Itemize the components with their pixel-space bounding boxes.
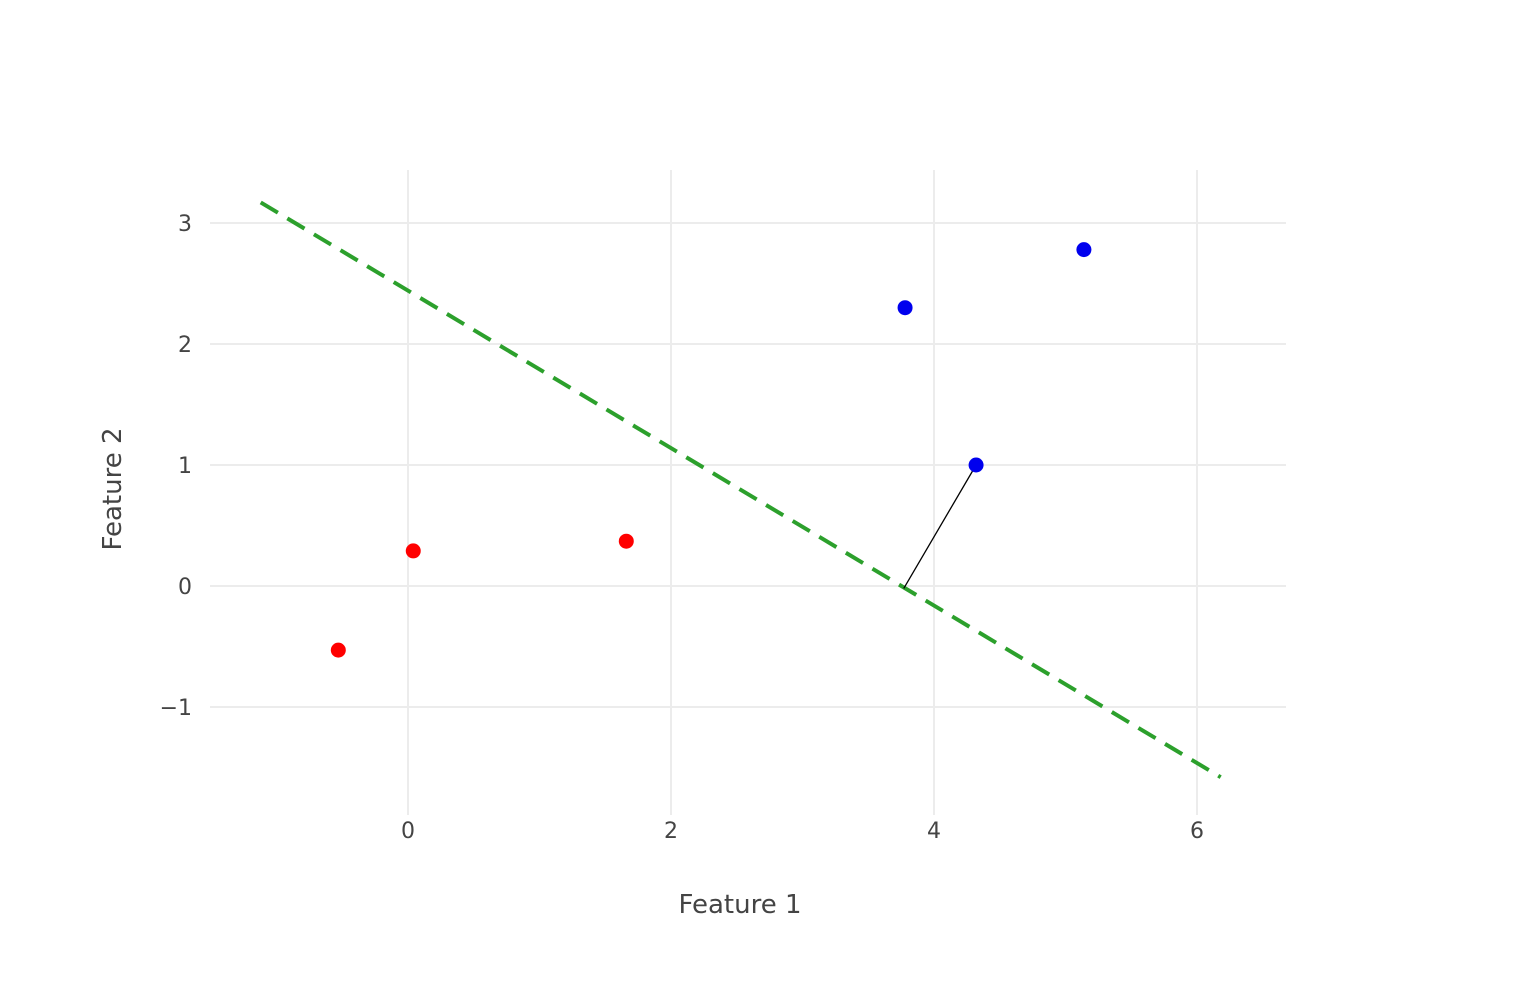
- lines: [259, 200, 1222, 779]
- decision-boundary-line: [259, 200, 1222, 779]
- y-axis-title: Feature 2: [98, 427, 128, 550]
- data-point: [897, 300, 913, 316]
- data-point: [968, 457, 984, 473]
- data-point: [1076, 242, 1092, 258]
- y-tick-label: −1: [160, 696, 192, 721]
- x-tick-label: 2: [664, 819, 678, 844]
- margin-segment-line: [903, 464, 977, 589]
- y-tick-label: 3: [178, 212, 192, 237]
- grid: [210, 170, 1286, 815]
- data-point: [405, 543, 421, 559]
- data-points: [330, 242, 1092, 658]
- y-tick-label: 1: [178, 454, 192, 479]
- x-tick-label: 4: [927, 819, 941, 844]
- x-axis-title: Feature 1: [678, 890, 801, 920]
- tick-labels: 0 2 4 6 −1 0 1 2 3: [160, 212, 1204, 844]
- y-tick-label: 0: [178, 575, 192, 600]
- data-point: [330, 642, 346, 658]
- data-point: [618, 533, 634, 549]
- x-tick-label: 6: [1190, 819, 1204, 844]
- x-tick-label: 0: [401, 819, 415, 844]
- y-tick-label: 2: [178, 333, 192, 358]
